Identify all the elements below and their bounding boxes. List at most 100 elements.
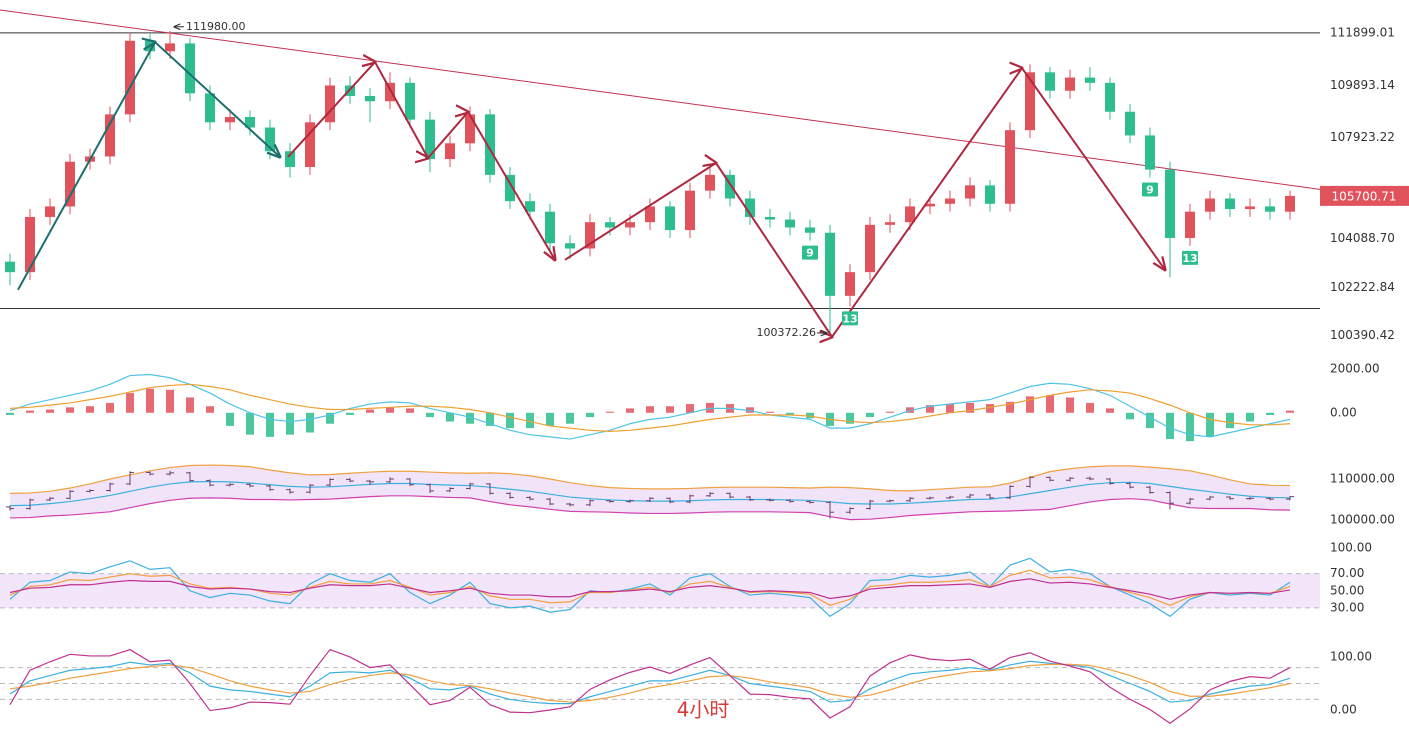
candle-body: [65, 161, 75, 207]
candle-body: [605, 222, 615, 228]
y-tick-label: 30.00: [1330, 600, 1364, 614]
macd-bar: [686, 404, 694, 413]
macd-bar: [666, 406, 674, 413]
macd-bar: [1026, 396, 1034, 413]
band-line: [9, 464, 1291, 494]
macd-bar: [86, 406, 94, 413]
candle-body: [305, 122, 315, 167]
macd-bar: [786, 412, 794, 415]
macd-bar: [1106, 408, 1114, 413]
macd-bar: [586, 412, 594, 418]
candle-body: [845, 272, 855, 296]
macd-bar: [46, 409, 54, 413]
y-tick-label: 100.00: [1330, 541, 1372, 555]
candle-body: [105, 114, 115, 157]
candle-body: [325, 85, 335, 123]
candle-body: [1125, 111, 1135, 136]
candle-body: [1285, 195, 1295, 212]
candle-body: [965, 185, 975, 199]
candle-body: [805, 227, 815, 233]
td-badge: [1182, 250, 1198, 265]
high-label: 111980.00: [186, 20, 246, 33]
candle-body: [705, 174, 715, 191]
candle-body: [445, 143, 455, 160]
macd-bar: [366, 409, 374, 413]
candle-body: [1145, 135, 1155, 170]
macd-bar: [546, 412, 554, 426]
watermark: 4小时: [677, 698, 730, 722]
candle-body: [165, 43, 175, 52]
macd-bar: [166, 389, 174, 413]
macd-bar: [1006, 401, 1014, 413]
last-price-box: [1320, 185, 1409, 206]
macd-bar: [246, 412, 254, 435]
macd-line: [9, 383, 1291, 432]
indicator-line: [9, 663, 1291, 703]
candle-body: [565, 243, 575, 249]
td-label: 13: [842, 312, 857, 325]
indicator-line: [9, 660, 1291, 705]
macd-bar: [846, 412, 854, 424]
td-badge: [1142, 182, 1158, 197]
macd-bar: [1126, 412, 1134, 420]
macd-bar: [926, 405, 934, 413]
candle-body: [865, 224, 875, 273]
y-tick-label: 104088.70: [1330, 231, 1395, 245]
y-tick-label: 100000.00: [1330, 512, 1395, 526]
macd-bar: [1086, 402, 1094, 413]
band-line: [9, 495, 1291, 521]
candle-body: [385, 82, 395, 102]
candle-body: [1185, 211, 1195, 238]
candle-body: [685, 190, 695, 231]
td-badge: [802, 245, 818, 260]
indicator-line: [9, 557, 1291, 618]
y-tick-label: 0.00: [1330, 703, 1357, 717]
macd-bar: [606, 411, 614, 413]
y-tick-label: 50.00: [1330, 583, 1364, 597]
candle-body: [1245, 206, 1255, 210]
candle-body: [825, 232, 835, 296]
candle-body: [1045, 72, 1055, 91]
indicator-line: [9, 569, 1291, 606]
y-tick-label: 100.00: [1330, 649, 1372, 663]
macd-bar: [146, 388, 154, 413]
macd-bar: [986, 404, 994, 413]
macd-bar: [646, 406, 654, 413]
macd-bar: [226, 412, 234, 426]
macd-bar: [386, 407, 394, 413]
macd-bar: [206, 406, 214, 413]
macd-bar: [266, 412, 274, 437]
y-tick-label: 100390.42: [1330, 328, 1395, 342]
candle-body: [1085, 77, 1095, 83]
macd-bar: [566, 412, 574, 424]
candle-body: [225, 117, 235, 123]
candle-body: [545, 211, 555, 244]
td-badge: [842, 311, 858, 326]
macd-bar: [466, 412, 474, 424]
low-label: 100372.26: [757, 326, 817, 339]
macd-bar: [286, 412, 294, 435]
candle-body: [1225, 198, 1235, 210]
macd-bar: [866, 412, 874, 418]
macd-bar: [1066, 397, 1074, 413]
macd-bar: [186, 397, 194, 413]
candle-body: [285, 151, 295, 167]
candle-body: [625, 222, 635, 228]
macd-line: [9, 373, 1291, 440]
candle-body: [1165, 169, 1175, 238]
candle-body: [185, 43, 195, 94]
macd-bar: [126, 393, 134, 413]
macd-bar: [326, 412, 334, 424]
y-tick-label: 111899.01: [1330, 25, 1395, 39]
macd-bar: [1286, 410, 1294, 413]
macd-bar: [426, 412, 434, 418]
y-tick-label: 102222.84: [1330, 280, 1395, 294]
candle-body: [645, 206, 655, 223]
macd-bar: [486, 412, 494, 426]
macd-bar: [966, 402, 974, 413]
macd-bar: [1206, 412, 1214, 437]
candle-body: [765, 216, 775, 220]
candle-body: [1005, 130, 1015, 204]
candle-body: [125, 40, 135, 115]
